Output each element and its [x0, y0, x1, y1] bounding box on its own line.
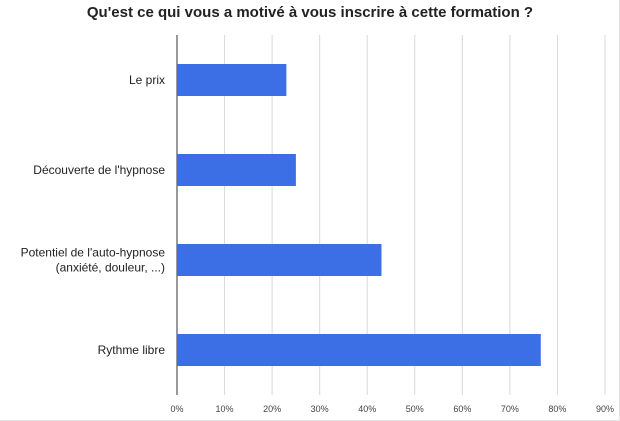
- category-label: Découverte de l'hypnose: [33, 163, 165, 177]
- x-tick-label: 0%: [170, 404, 183, 414]
- x-tick-label: 50%: [406, 404, 424, 414]
- x-tick-label: 40%: [358, 404, 376, 414]
- bar: [177, 64, 287, 96]
- bar: [177, 154, 296, 186]
- category-label: Rythme libre: [98, 343, 166, 357]
- category-label: Le prix: [129, 73, 165, 87]
- bar: [177, 244, 382, 276]
- x-tick-label: 80%: [548, 404, 566, 414]
- x-tick-label: 60%: [453, 404, 471, 414]
- x-tick-label: 10%: [216, 404, 234, 414]
- x-tick-label: 70%: [501, 404, 519, 414]
- bar: [177, 334, 541, 366]
- x-tick-label: 90%: [596, 404, 614, 414]
- chart-title: Qu'est ce qui vous a motivé à vous inscr…: [86, 4, 534, 21]
- category-label: (anxiété, douleur, ...): [56, 261, 165, 275]
- x-tick-label: 20%: [263, 404, 281, 414]
- x-tick-label: 30%: [311, 404, 329, 414]
- category-label: Potentiel de l'auto-hypnose: [21, 246, 166, 260]
